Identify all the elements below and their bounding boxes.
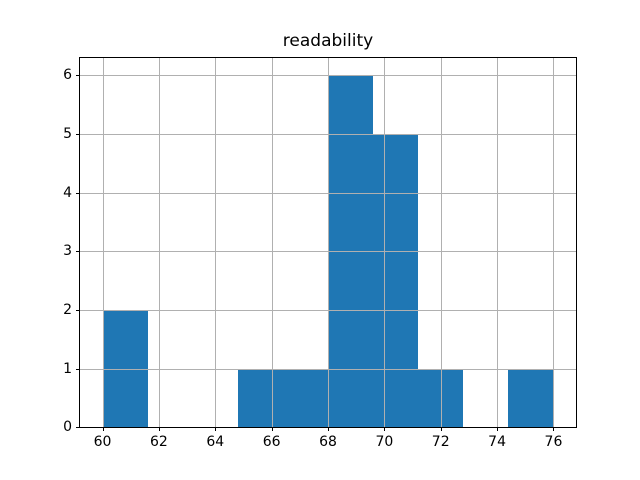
y-tick-mark [76,427,80,429]
y-tick-mark [76,309,80,311]
vertical-gridline [215,57,217,428]
y-tick-mark [76,75,80,77]
bars-layer [80,58,576,428]
ticks-layer: 60 62 64 66 68 70 72 74 76 0 1 2 3 4 5 6 [63,58,576,450]
histogram-bar [237,368,283,428]
horizontal-gridline [80,75,576,77]
histogram-bar [328,75,374,428]
grid-layer [80,57,576,428]
x-tick-mark [215,427,217,432]
histogram-bar [102,309,148,428]
vertical-gridline [271,57,273,428]
horizontal-gridline [80,133,576,135]
vertical-gridline [102,57,104,428]
y-tick-label: 6 [63,67,72,84]
x-tick-label: 62 [149,434,168,451]
y-tick-label: 5 [63,125,72,142]
x-tick-label: 68 [319,434,337,451]
y-tick-mark [76,133,80,135]
histogram-bar [282,368,328,428]
vertical-gridline [440,57,442,428]
y-tick-mark [76,251,80,253]
y-tick-label: 0 [63,419,72,436]
chart-title: readability [282,31,374,51]
plot-area: 60 62 64 66 68 70 72 74 76 0 1 2 3 4 5 6 [63,56,577,450]
y-tick-label: 4 [63,184,72,201]
x-tick-mark [384,427,386,432]
x-tick-label: 74 [488,434,506,451]
vertical-gridline [328,57,329,428]
horizontal-gridline [80,368,576,370]
x-tick-mark [440,427,442,432]
vertical-gridline [497,57,499,428]
histogram-bar [373,133,419,428]
x-tick-label: 64 [206,434,225,451]
y-tick-label: 3 [63,243,72,260]
histogram-bar [508,368,554,428]
x-tick-mark [497,427,499,432]
y-tick-label: 1 [63,360,72,377]
x-tick-mark [102,427,104,432]
y-tick-mark [76,192,80,194]
histogram-bar [418,368,464,428]
vertical-gridline [384,57,386,428]
axes-spines [79,56,577,429]
vertical-gridline [158,57,160,428]
x-tick-mark [328,427,329,432]
y-tick-label: 2 [63,301,72,318]
x-tick-label: 66 [262,434,281,451]
vertical-gridline [553,57,555,428]
horizontal-gridline [80,251,576,253]
y-tick-mark [76,368,80,370]
x-tick-label: 72 [431,434,450,451]
x-tick-label: 76 [544,434,563,451]
x-tick-mark [271,427,273,432]
x-tick-label: 60 [93,434,112,451]
x-tick-mark [158,427,160,432]
x-tick-label: 70 [375,434,394,451]
x-tick-mark [553,427,555,432]
horizontal-gridline [80,309,576,311]
horizontal-gridline [80,192,576,194]
